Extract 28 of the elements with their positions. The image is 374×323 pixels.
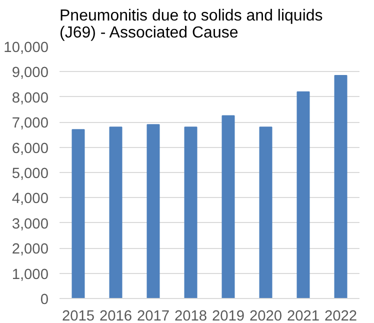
x-tick-label: 2021 (286, 308, 320, 323)
x-tick-label: 2018 (174, 308, 208, 323)
x-tick-label: 2019 (212, 308, 245, 323)
y-tick-label: 9,000 (12, 65, 49, 82)
x-tick-label: 2015 (62, 308, 95, 323)
bar (334, 74, 348, 298)
bar (72, 129, 85, 298)
y-tick-label: 8,000 (12, 90, 49, 106)
y-tick-label: 5,000 (12, 166, 49, 182)
y-tick-label: 0 (40, 292, 49, 308)
y-tick-label: 4,000 (12, 191, 49, 208)
x-tick-label: 2017 (136, 308, 170, 323)
y-tick-label: 2,000 (12, 242, 49, 258)
bar (222, 115, 235, 298)
bar (109, 126, 122, 298)
y-tick-label: 7,000 (12, 116, 49, 132)
y-tick-label: 1,000 (12, 266, 49, 283)
y-tick-label: 6,000 (12, 140, 49, 157)
x-tick-label: 2020 (249, 308, 282, 323)
y-tick-label: 10,000 (4, 40, 48, 56)
bar (184, 126, 198, 298)
bar (259, 126, 272, 298)
x-tick-label: 2016 (99, 308, 132, 323)
y-tick-label: 3,000 (12, 216, 49, 232)
bar (146, 124, 160, 298)
x-tick-label: 2022 (324, 308, 358, 323)
bar (296, 91, 310, 298)
chart-title: Pneumonitis due to solids and liquids (J69) - Associated Cause (60, 8, 323, 42)
